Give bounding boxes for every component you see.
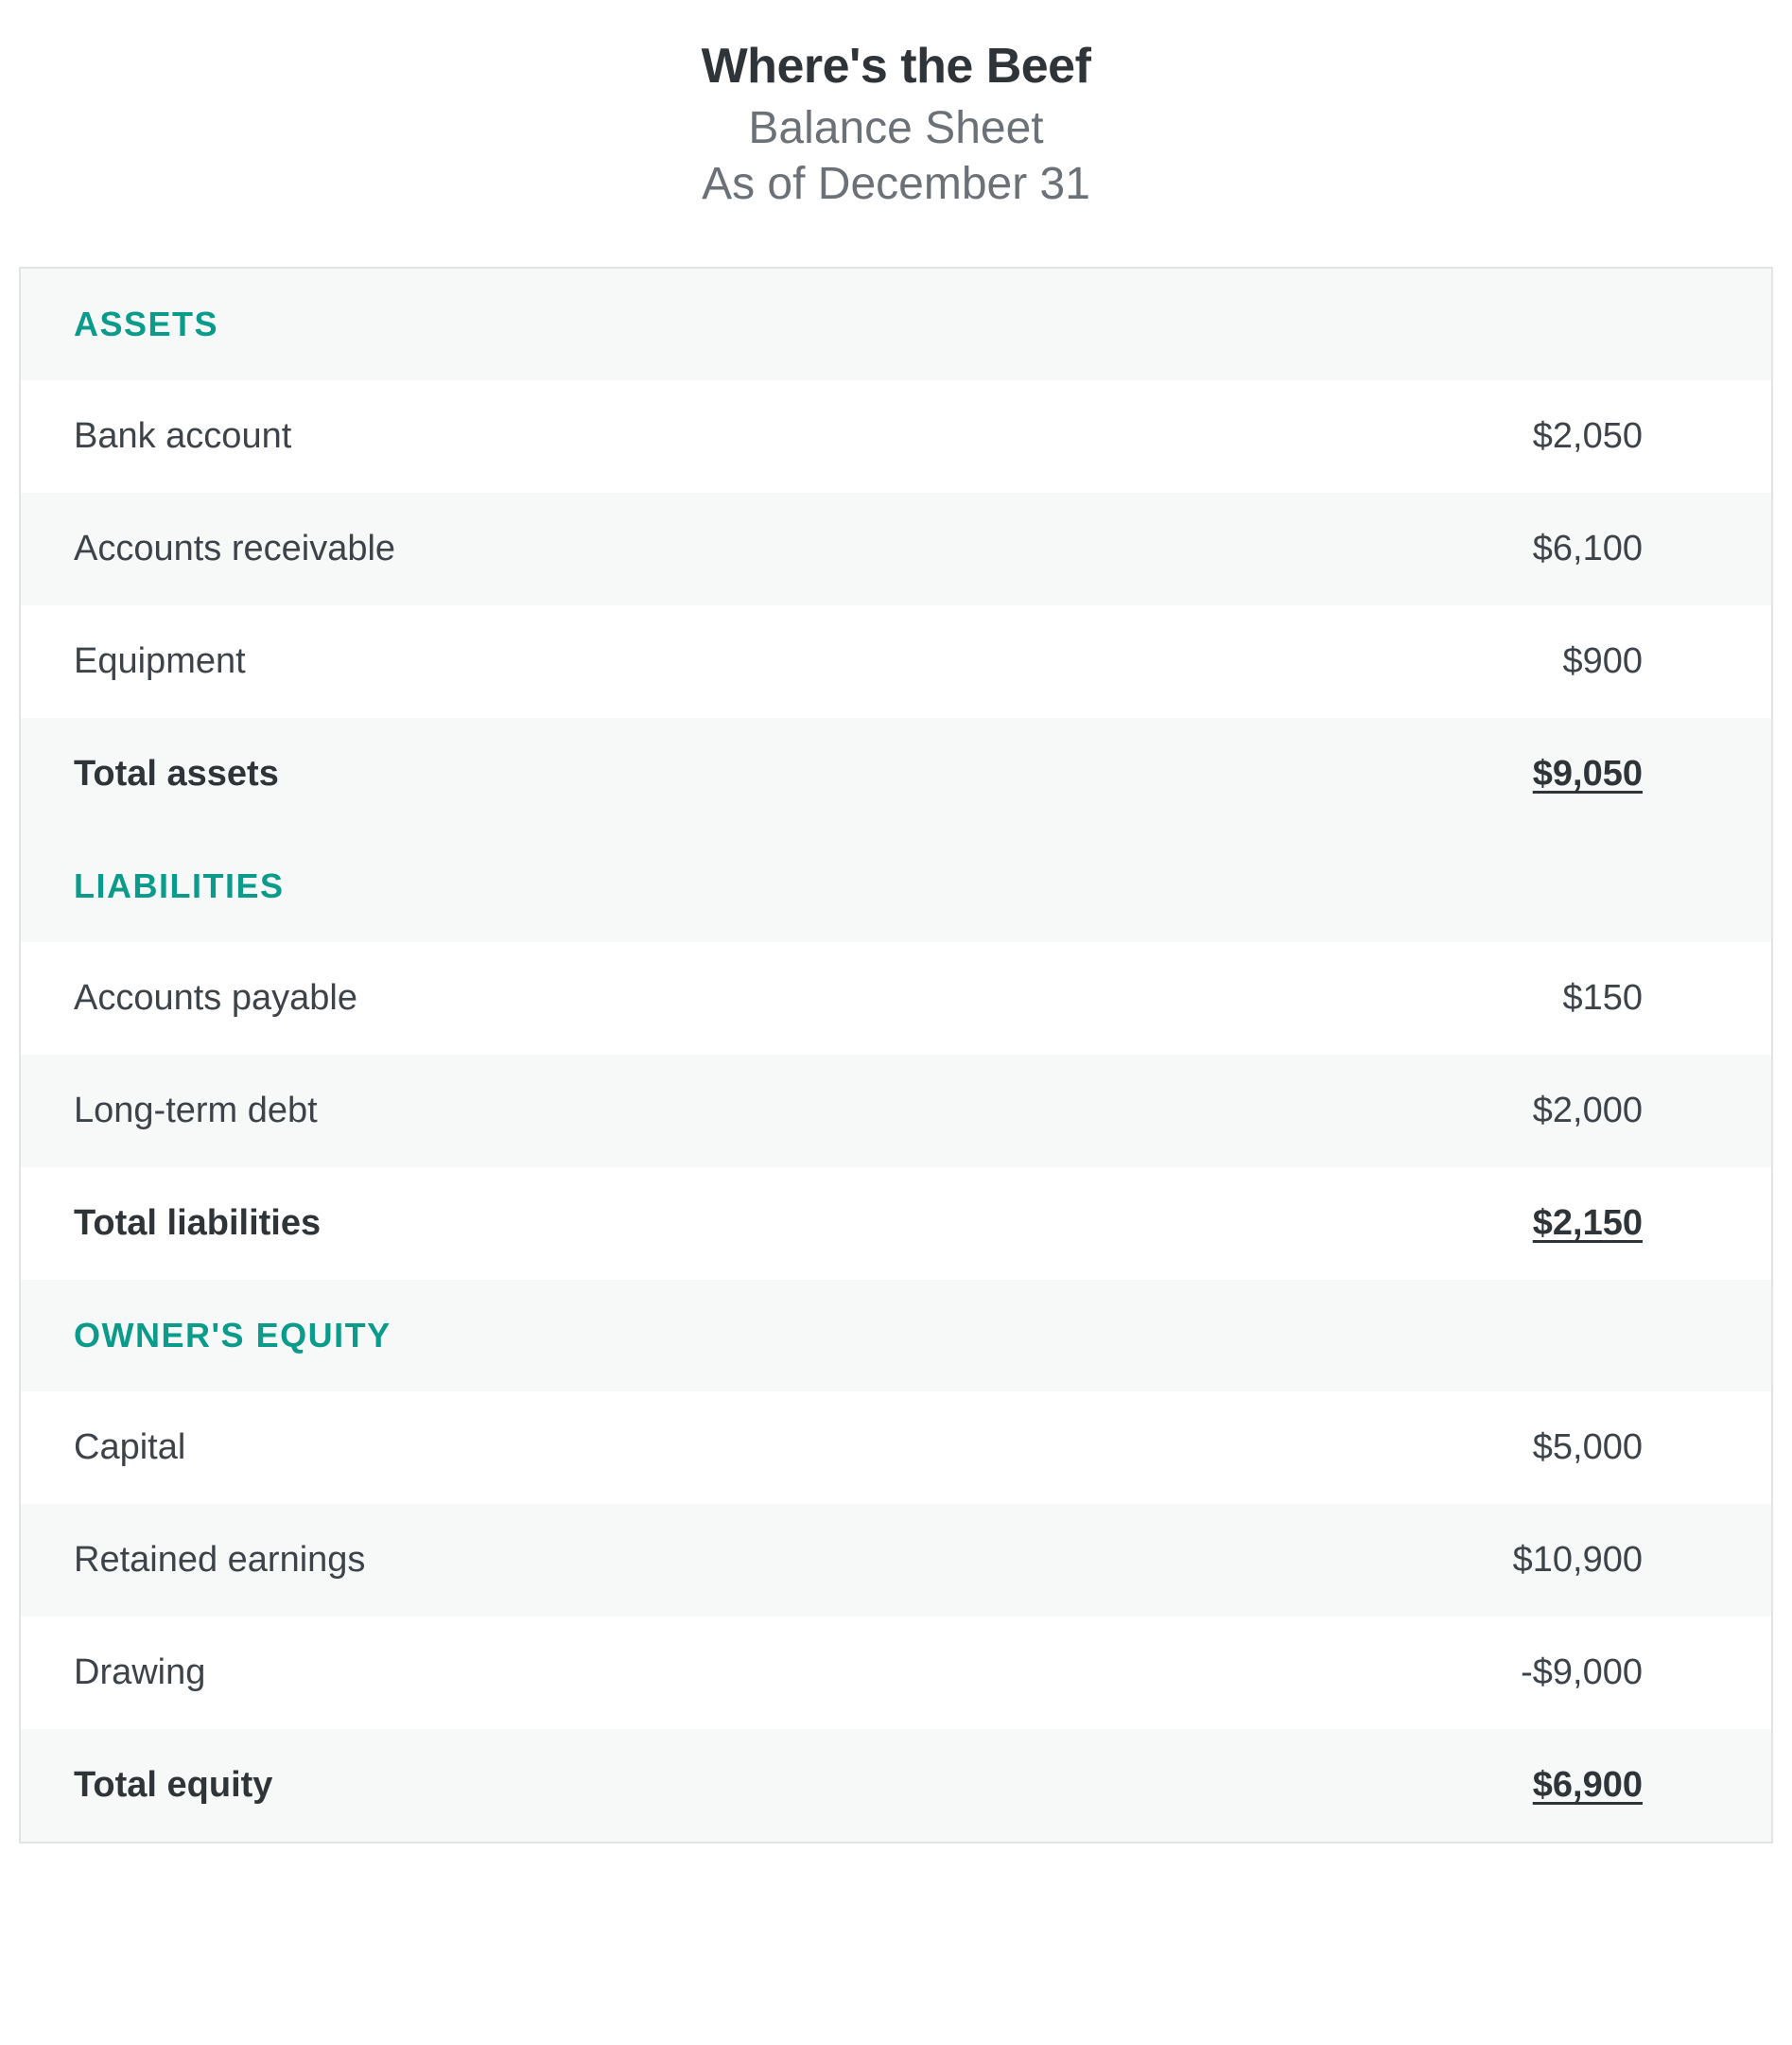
row-value: $6,100 [1533, 529, 1718, 569]
row-value: $5,000 [1533, 1427, 1718, 1468]
row-label: Retained earnings [74, 1540, 365, 1581]
table-row: Capital $5,000 [21, 1391, 1771, 1504]
report-date: As of December 31 [19, 158, 1773, 210]
report-header: Where's the Beef Balance Sheet As of Dec… [19, 38, 1773, 210]
table-row: Accounts receivable $6,100 [21, 493, 1771, 605]
section-title-liabilities: LIABILITIES [74, 866, 1718, 906]
total-value: $2,150 [1533, 1203, 1718, 1244]
table-row: Retained earnings $10,900 [21, 1504, 1771, 1617]
row-label: Equipment [74, 641, 246, 682]
row-label: Accounts payable [74, 978, 357, 1019]
row-label: Capital [74, 1427, 185, 1468]
row-value: -$9,000 [1521, 1652, 1718, 1693]
table-row: Drawing -$9,000 [21, 1617, 1771, 1729]
balance-sheet-container: Where's the Beef Balance Sheet As of Dec… [19, 38, 1773, 1844]
section-header-equity: OWNER'S EQUITY [21, 1280, 1771, 1391]
row-label: Long-term debt [74, 1091, 318, 1131]
row-label: Drawing [74, 1652, 205, 1693]
table-row: Long-term debt $2,000 [21, 1055, 1771, 1167]
row-value: $900 [1562, 641, 1718, 682]
table-row: Accounts payable $150 [21, 942, 1771, 1055]
section-header-assets: ASSETS [21, 269, 1771, 380]
row-label: Accounts receivable [74, 529, 395, 569]
section-title-equity: OWNER'S EQUITY [74, 1316, 1718, 1355]
row-value: $2,000 [1533, 1091, 1718, 1131]
row-value: $150 [1562, 978, 1718, 1019]
report-title: Balance Sheet [19, 102, 1773, 154]
company-name: Where's the Beef [19, 38, 1773, 95]
row-value: $10,900 [1513, 1540, 1718, 1581]
total-row-liabilities: Total liabilities $2,150 [21, 1167, 1771, 1280]
total-value: $9,050 [1533, 754, 1718, 795]
total-label: Total equity [74, 1765, 272, 1806]
total-row-assets: Total assets $9,050 [21, 718, 1771, 830]
total-label: Total liabilities [74, 1203, 321, 1244]
table-row: Equipment $900 [21, 605, 1771, 718]
total-label: Total assets [74, 754, 279, 795]
balance-sheet-table: ASSETS Bank account $2,050 Accounts rece… [19, 267, 1773, 1844]
row-value: $2,050 [1533, 416, 1718, 457]
section-title-assets: ASSETS [74, 305, 1718, 344]
total-row-equity: Total equity $6,900 [21, 1729, 1771, 1842]
row-label: Bank account [74, 416, 291, 457]
section-header-liabilities: LIABILITIES [21, 830, 1771, 942]
total-value: $6,900 [1533, 1765, 1718, 1806]
table-row: Bank account $2,050 [21, 380, 1771, 493]
